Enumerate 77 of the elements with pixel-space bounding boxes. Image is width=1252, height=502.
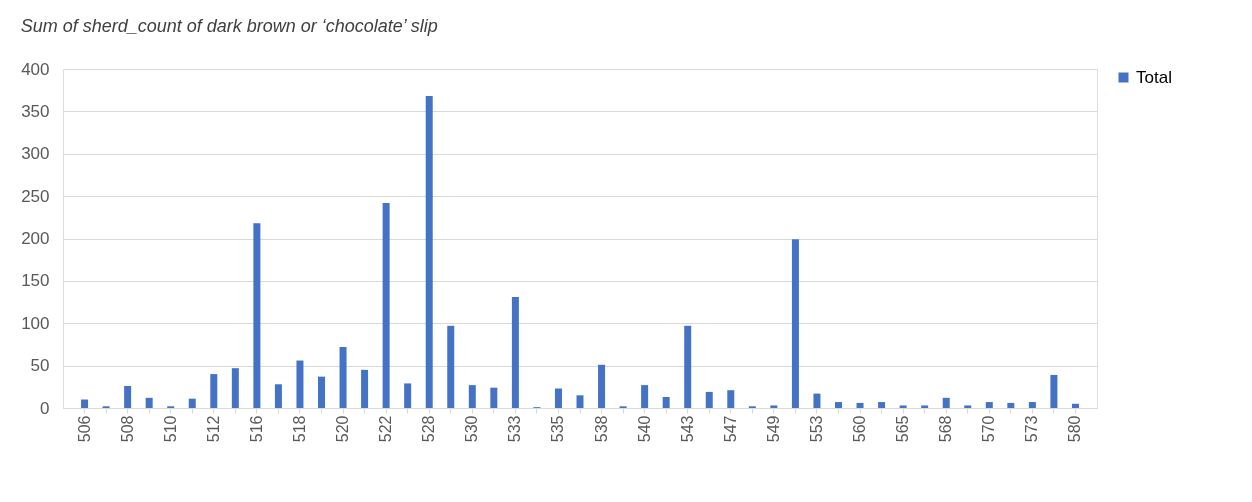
x-tick-label: 530 — [463, 415, 481, 443]
x-tick-label: 565 — [894, 415, 912, 443]
x-tick-label: 549 — [764, 415, 782, 443]
y-tick-label: 150 — [21, 271, 50, 291]
bar — [878, 402, 886, 408]
x-tick-label: 528 — [420, 415, 438, 443]
x-tick-label: 535 — [549, 415, 567, 443]
bar — [188, 398, 196, 408]
bar — [1007, 402, 1015, 408]
x-tick-label: 508 — [118, 415, 136, 443]
x-tick-label: 540 — [635, 415, 653, 443]
x-tick-label: 533 — [506, 415, 524, 443]
y-tick-label: 350 — [21, 101, 50, 121]
y-tick-label: 400 — [21, 59, 50, 79]
bar — [727, 390, 735, 408]
x-tick-label: 543 — [678, 415, 696, 443]
bar — [1050, 374, 1058, 408]
bar — [921, 405, 929, 408]
bar — [425, 96, 433, 408]
bar — [1028, 402, 1036, 408]
bar — [985, 402, 993, 408]
bar — [296, 360, 304, 408]
bar — [274, 384, 282, 408]
x-tick-label: 520 — [334, 415, 352, 443]
x-tick-label: 568 — [937, 415, 955, 443]
bar — [210, 374, 218, 408]
bar — [942, 397, 950, 408]
y-tick-label: 50 — [30, 356, 50, 376]
chart-title: Sum of sherd_count of dark brown or ‘chocolate’ slip — [20, 16, 438, 36]
x-tick-label: 506 — [75, 415, 93, 443]
bar — [964, 405, 972, 408]
x-tick-label: 580 — [1066, 415, 1084, 443]
x-tick-label: 518 — [290, 415, 308, 443]
bar — [81, 399, 89, 408]
x-tick-label: 512 — [204, 415, 222, 443]
bar — [1071, 403, 1079, 408]
bar — [404, 383, 412, 408]
bar — [641, 385, 649, 408]
bar — [231, 368, 239, 408]
legend-label: Total — [1136, 67, 1172, 87]
bar — [382, 202, 390, 408]
x-tick-label: 538 — [592, 415, 610, 443]
bar — [361, 369, 369, 408]
y-tick-label: 100 — [21, 313, 50, 333]
bar — [813, 393, 821, 408]
y-tick-label: 200 — [21, 229, 50, 248]
x-tick-label: 547 — [721, 415, 739, 443]
y-tick-label: 300 — [21, 144, 50, 164]
x-tick-label: 510 — [161, 415, 179, 443]
x-tick-label: 560 — [851, 415, 869, 443]
bar — [899, 405, 907, 408]
bar — [124, 385, 132, 408]
bar — [770, 405, 778, 408]
bar — [447, 325, 455, 408]
bar — [835, 402, 842, 408]
bar — [856, 402, 864, 408]
x-tick-label: 516 — [247, 415, 265, 443]
x-tick-label: 573 — [1023, 415, 1041, 443]
bar — [339, 346, 347, 408]
y-tick-label: 0 — [40, 398, 50, 418]
bar — [145, 397, 153, 408]
bar — [253, 223, 261, 408]
x-tick-label: 570 — [980, 415, 998, 443]
bar — [705, 391, 713, 408]
bar — [554, 388, 562, 408]
y-tick-label: 250 — [21, 186, 50, 206]
bar — [662, 396, 670, 408]
bar — [684, 325, 692, 408]
x-tick-label: 522 — [377, 415, 395, 443]
bar — [318, 376, 325, 408]
bar — [511, 296, 519, 408]
x-tick-label: 553 — [807, 415, 825, 443]
bar — [598, 364, 606, 408]
bar — [791, 239, 799, 408]
bar — [576, 395, 584, 408]
bar — [490, 387, 498, 408]
bar — [468, 385, 476, 408]
